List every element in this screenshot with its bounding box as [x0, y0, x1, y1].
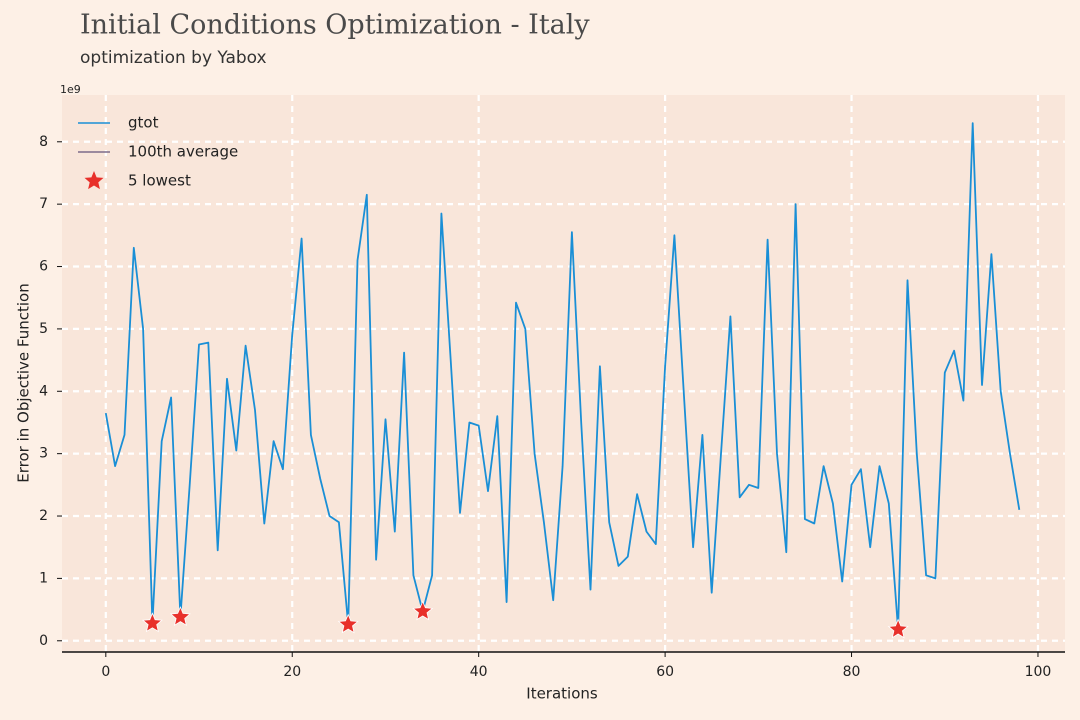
chart-title: Initial Conditions Optimization - Italy — [80, 10, 590, 41]
scatter-point — [412, 600, 434, 621]
scatter-point — [337, 613, 359, 634]
plot-area — [62, 95, 1065, 652]
x-tick-label: 20 — [283, 664, 301, 680]
x-tick-label: 40 — [470, 664, 488, 680]
scatter-point — [141, 612, 163, 633]
legend-swatch — [84, 171, 104, 190]
scatter-point — [887, 618, 909, 639]
y-offset-label: 1e9 — [60, 83, 81, 96]
legend-label: gtot — [128, 114, 159, 132]
chart-subtitle: optimization by Yabox — [80, 48, 267, 68]
x-axis-label: Iterations — [526, 685, 598, 703]
line-series — [104, 122, 1021, 631]
y-axis-label: Error in Objective Function — [15, 283, 33, 482]
x-tick-label: 0 — [101, 664, 110, 680]
scatter-point — [169, 606, 191, 627]
y-tick-label: 2 — [39, 508, 48, 524]
y-tick-label: 6 — [39, 259, 48, 275]
y-tick-label: 3 — [39, 446, 48, 462]
y-tick-label: 7 — [39, 196, 48, 212]
x-tick-label: 100 — [1025, 664, 1052, 680]
y-tick-label: 4 — [39, 383, 48, 399]
x-tick-label: 60 — [656, 664, 674, 680]
y-tick-label: 0 — [39, 633, 48, 649]
y-tick-label: 1 — [39, 570, 48, 586]
legend-label: 100th average — [128, 143, 238, 161]
y-tick-label: 8 — [39, 134, 48, 150]
y-tick-label: 5 — [39, 321, 48, 337]
legend-label: 5 lowest — [128, 172, 191, 190]
x-tick-label: 80 — [843, 664, 861, 680]
